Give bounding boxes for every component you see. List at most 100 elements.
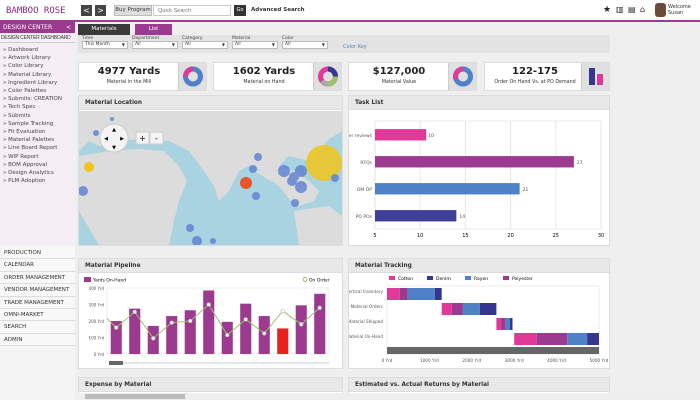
on-order-point[interactable] — [206, 302, 211, 307]
on-order-point[interactable] — [132, 309, 137, 315]
pipeline-bar[interactable] — [129, 308, 141, 354]
map-pan-control[interactable] — [99, 123, 129, 153]
pipeline-bar[interactable] — [184, 310, 196, 354]
library-icon[interactable]: ▥ — [616, 5, 624, 14]
pipeline-bar[interactable] — [277, 328, 289, 354]
sidebar-item[interactable]: » Tech Spec — [3, 104, 36, 111]
folder-icon[interactable]: ▤ — [628, 5, 636, 14]
sidebar-item[interactable]: » Dashboard — [3, 47, 38, 53]
world-map[interactable]: ▲ ▼ ◀ ▶ + - — [79, 111, 342, 245]
on-order-point[interactable] — [317, 305, 322, 310]
collapse-icon[interactable]: < — [65, 24, 71, 31]
task-bar[interactable] — [375, 183, 520, 195]
on-order-point[interactable] — [114, 325, 119, 330]
filter-select[interactable]: This Month — [82, 41, 128, 49]
map-bubble[interactable] — [278, 165, 290, 177]
map-bubble[interactable] — [93, 130, 99, 136]
filter-select[interactable]: All — [232, 41, 278, 49]
sidebar-menu-item[interactable]: TRADE MANAGEMENT — [0, 296, 75, 309]
pan-down-icon[interactable]: ▼ — [112, 145, 116, 151]
map-bubble[interactable] — [249, 165, 257, 173]
map-bubble[interactable] — [110, 117, 114, 121]
sidebar-menu-item[interactable]: PRODUCTION — [0, 247, 75, 260]
pan-left-icon[interactable]: ◀ — [104, 136, 108, 142]
sidebar-subtitle[interactable]: DESIGN CENTER DASHBOARD — [0, 33, 75, 43]
on-order-point[interactable] — [262, 331, 267, 336]
tracking-segment[interactable] — [407, 288, 435, 300]
sidebar-item[interactable]: » BOM Approval — [3, 161, 48, 168]
sidebar-item[interactable]: » Color Library — [3, 63, 44, 70]
tracking-segment[interactable] — [399, 288, 408, 300]
map-bubble[interactable] — [192, 236, 202, 245]
pipeline-bar[interactable] — [221, 321, 233, 354]
sidebar-menu-item[interactable]: ORDER MANAGEMENT — [0, 271, 75, 285]
pan-right-icon[interactable]: ▶ — [120, 136, 124, 142]
zoom-in-button[interactable] — [135, 131, 150, 145]
map-bubble[interactable] — [186, 224, 194, 232]
tracking-segment[interactable] — [479, 303, 497, 315]
tab-list[interactable]: List — [135, 24, 172, 35]
sidebar-item[interactable]: » Submits — [3, 112, 31, 119]
scrollbar-thumb[interactable] — [85, 394, 185, 399]
horizontal-scrollbar[interactable] — [75, 393, 700, 400]
avatar[interactable] — [655, 3, 666, 17]
map-bubble[interactable] — [295, 181, 307, 193]
sidebar-item[interactable]: » Artwork Library — [3, 55, 51, 62]
back-button[interactable]: < — [81, 5, 92, 16]
tracking-segment[interactable] — [536, 333, 568, 345]
on-order-point[interactable] — [280, 308, 285, 314]
zoom-out-button[interactable] — [149, 131, 164, 145]
map-bubble[interactable] — [291, 199, 299, 207]
sidebar-menu-item[interactable]: OMNI-MARKET — [0, 308, 75, 322]
pipeline-bar[interactable] — [203, 290, 215, 354]
pipeline-bar[interactable] — [240, 303, 252, 354]
filter-select[interactable]: All — [282, 41, 328, 49]
tracking-segment[interactable] — [496, 318, 502, 330]
sidebar-item[interactable]: » Color Palettes — [3, 88, 47, 95]
sidebar-menu-item[interactable]: ADMIN — [0, 333, 75, 347]
task-bar[interactable] — [375, 156, 574, 168]
tracking-segment[interactable] — [514, 333, 537, 345]
color-key-link[interactable]: Color Key — [343, 44, 367, 50]
sidebar-menu-item[interactable]: VENDOR MANAGEMENT — [0, 284, 75, 297]
on-order-point[interactable] — [225, 332, 230, 338]
map-bubble[interactable] — [252, 192, 260, 200]
tracking-segment[interactable] — [567, 333, 588, 345]
map-bubble[interactable] — [210, 238, 216, 244]
on-order-point[interactable] — [169, 320, 174, 325]
advanced-search-link[interactable]: Advanced Search — [251, 7, 305, 13]
sidebar-item[interactable]: » Ingredient Library — [3, 79, 58, 86]
go-button[interactable]: Go — [234, 5, 246, 16]
sidebar-item[interactable]: » Sample Tracking — [3, 120, 54, 127]
pipeline-bar[interactable] — [295, 305, 307, 354]
tracking-segment[interactable] — [587, 333, 599, 345]
sidebar-item[interactable]: » Submits: CREATION — [3, 96, 62, 103]
sidebar-menu-item[interactable]: SEARCH — [0, 321, 75, 334]
task-bar[interactable] — [375, 129, 427, 141]
pipeline-bar[interactable] — [110, 321, 122, 354]
task-bar[interactable] — [375, 210, 457, 222]
range-slider-handle[interactable] — [109, 361, 123, 365]
tracking-segment[interactable] — [451, 303, 463, 315]
tracking-segment[interactable] — [387, 288, 400, 300]
tracking-segment[interactable] — [501, 318, 506, 330]
on-order-point[interactable] — [299, 322, 304, 327]
tracking-segment[interactable] — [505, 318, 510, 330]
user-menu[interactable]: Welcome Susan — [668, 4, 691, 16]
map-bubble[interactable] — [287, 176, 297, 186]
filter-select[interactable]: All — [132, 41, 178, 49]
map-bubble[interactable] — [306, 145, 342, 181]
sidebar-item[interactable]: » Material Library — [3, 71, 52, 78]
sidebar-item[interactable]: » Material Palettes — [3, 137, 55, 144]
home-icon[interactable]: ⌂ — [640, 5, 646, 14]
forward-button[interactable]: > — [95, 5, 106, 16]
tracking-segment[interactable] — [509, 318, 513, 330]
sidebar-item[interactable]: » Design Analytics — [3, 170, 54, 177]
tracking-segment[interactable] — [462, 303, 480, 315]
map-bubble[interactable] — [254, 153, 262, 161]
map-bubble[interactable] — [331, 174, 339, 182]
map-bubble[interactable] — [84, 162, 94, 172]
filter-select[interactable]: All — [182, 41, 228, 49]
tracking-segment[interactable] — [434, 288, 442, 300]
tracking-segment[interactable] — [441, 303, 452, 315]
